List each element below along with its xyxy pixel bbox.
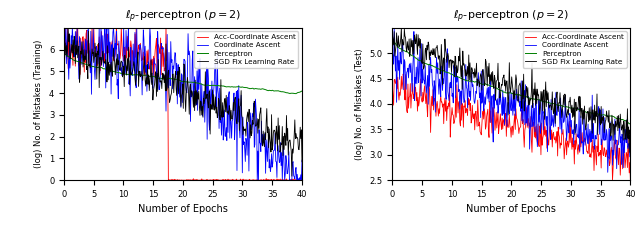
SGD Fix Learning Rate [288, 175, 296, 178]
Coordinate Ascent [234, 89, 241, 91]
Perceptron [388, 39, 396, 42]
SGD Fix Learning Rate [627, 133, 634, 136]
Coordinate Ascent [604, 171, 612, 174]
Perceptron [89, 65, 97, 68]
SGD Fix Learning Rate [397, 26, 405, 29]
SGD Fix Learning Rate [234, 111, 241, 114]
SGD Fix Learning Rate [467, 75, 474, 78]
Acc-Coordinate Ascent [155, 46, 163, 49]
Acc-Coordinate Ascent [388, 85, 396, 88]
SGD Fix Learning Rate [90, 51, 97, 54]
Coordinate Ascent [253, 179, 261, 182]
Perceptron [627, 123, 634, 126]
Line: Acc-Coordinate Ascent: Acc-Coordinate Ascent [392, 74, 630, 180]
Legend: Acc-Coordinate Ascent, Coordinate Ascent, Perceptron, SGD Fix Learning Rate: Acc-Coordinate Ascent, Coordinate Ascent… [194, 31, 298, 68]
SGD Fix Learning Rate [562, 112, 570, 115]
Acc-Coordinate Ascent [467, 102, 474, 105]
Line: SGD Fix Learning Rate: SGD Fix Learning Rate [64, 28, 302, 176]
Acc-Coordinate Ascent [483, 111, 491, 114]
Line: Coordinate Ascent: Coordinate Ascent [392, 29, 630, 172]
Coordinate Ascent [61, 26, 69, 29]
Coordinate Ascent [298, 159, 306, 161]
SGD Fix Learning Rate [539, 109, 547, 112]
SGD Fix Learning Rate [60, 37, 68, 40]
SGD Fix Learning Rate [232, 120, 240, 123]
Coordinate Ascent [155, 88, 163, 91]
Acc-Coordinate Ascent [561, 148, 568, 151]
Y-axis label: (log) No. of Mistakes (Training): (log) No. of Mistakes (Training) [35, 40, 44, 168]
Acc-Coordinate Ascent [627, 179, 634, 182]
Coordinate Ascent [418, 42, 426, 45]
Acc-Coordinate Ascent [233, 179, 241, 182]
Line: Perceptron: Perceptron [64, 54, 302, 94]
Perceptron [298, 90, 306, 92]
SGD Fix Learning Rate [625, 151, 633, 154]
Coordinate Ascent [539, 117, 547, 120]
Coordinate Ascent [60, 29, 68, 32]
SGD Fix Learning Rate [138, 75, 146, 77]
Coordinate Ascent [232, 90, 240, 93]
Y-axis label: (log) No. of Mistakes (Test): (log) No. of Mistakes (Test) [355, 48, 364, 160]
Perceptron [292, 92, 300, 95]
Acc-Coordinate Ascent [399, 73, 407, 75]
Legend: Acc-Coordinate Ascent, Coordinate Ascent, Perceptron, SGD Fix Learning Rate: Acc-Coordinate Ascent, Coordinate Ascent… [522, 31, 627, 68]
Acc-Coordinate Ascent [418, 99, 426, 101]
Coordinate Ascent [211, 81, 218, 83]
Perceptron [561, 105, 569, 108]
Line: Acc-Coordinate Ascent: Acc-Coordinate Ascent [64, 28, 302, 180]
Acc-Coordinate Ascent [90, 54, 97, 57]
Acc-Coordinate Ascent [298, 178, 306, 181]
Coordinate Ascent [467, 99, 474, 102]
Title: $\ell_p$-perceptron ($p = 2$): $\ell_p$-perceptron ($p = 2$) [453, 9, 570, 25]
Coordinate Ascent [627, 136, 634, 138]
Perceptron [561, 105, 568, 108]
Coordinate Ascent [138, 94, 146, 96]
Perceptron [233, 85, 241, 88]
Acc-Coordinate Ascent [61, 26, 69, 29]
Perceptron [138, 74, 145, 77]
Acc-Coordinate Ascent [60, 30, 68, 33]
Acc-Coordinate Ascent [539, 137, 547, 140]
Perceptron [210, 84, 218, 87]
Perceptron [60, 52, 68, 55]
SGD Fix Learning Rate [155, 75, 163, 78]
Line: Perceptron: Perceptron [392, 40, 630, 124]
SGD Fix Learning Rate [65, 27, 72, 30]
SGD Fix Learning Rate [211, 109, 218, 112]
SGD Fix Learning Rate [561, 93, 568, 95]
Acc-Coordinate Ascent [609, 179, 616, 182]
Coordinate Ascent [90, 28, 97, 31]
SGD Fix Learning Rate [483, 85, 491, 88]
Perceptron [417, 60, 425, 62]
SGD Fix Learning Rate [298, 160, 306, 163]
Perceptron [538, 100, 546, 103]
Line: Coordinate Ascent: Coordinate Ascent [64, 28, 302, 180]
Coordinate Ascent [562, 122, 570, 125]
Title: $\ell_p$-perceptron ($p = 2$): $\ell_p$-perceptron ($p = 2$) [125, 9, 241, 25]
SGD Fix Learning Rate [388, 34, 396, 36]
SGD Fix Learning Rate [418, 61, 426, 63]
Perceptron [154, 77, 162, 80]
Perceptron [483, 83, 490, 86]
Coordinate Ascent [483, 86, 491, 89]
Acc-Coordinate Ascent [562, 137, 570, 139]
Acc-Coordinate Ascent [211, 179, 219, 181]
Coordinate Ascent [390, 28, 398, 31]
Coordinate Ascent [561, 113, 568, 116]
Acc-Coordinate Ascent [164, 179, 172, 182]
X-axis label: Number of Epochs: Number of Epochs [138, 204, 228, 214]
Coordinate Ascent [388, 50, 396, 53]
Perceptron [232, 86, 239, 88]
Perceptron [466, 80, 474, 82]
Line: SGD Fix Learning Rate: SGD Fix Learning Rate [392, 28, 630, 152]
Acc-Coordinate Ascent [234, 179, 242, 182]
Acc-Coordinate Ascent [138, 57, 146, 59]
X-axis label: Number of Epochs: Number of Epochs [467, 204, 556, 214]
